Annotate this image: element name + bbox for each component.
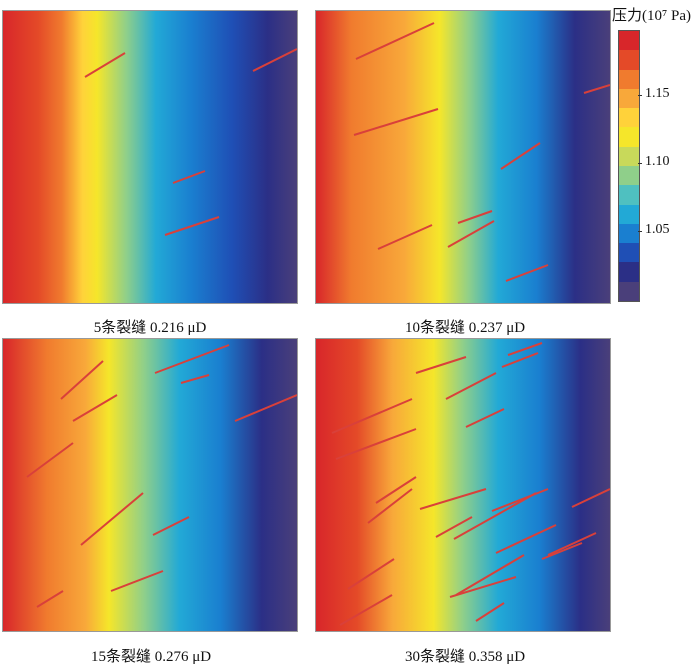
fractures-15 [26,344,297,608]
caption-30-fractures: 30条裂缝 0.358 μD [404,649,526,665]
colorbar-title: 压力(10⁷ Pa) [612,8,691,24]
panel-5-fractures [2,10,298,304]
colorbar-tick-2: 1.10 [645,154,670,169]
colorbar-tickmark-1 [638,95,642,96]
colorbar-band [619,127,639,148]
fractures-30 [331,342,610,626]
pressure-field-10 [316,11,610,303]
colorbar-band [619,50,639,71]
colorbar-tickmark-3 [638,231,642,232]
colorbar-band [619,166,639,186]
colorbar-band [619,69,639,90]
caption-15-fractures: 15条裂缝 0.276 μD [90,649,212,665]
colorbar-band [619,243,639,263]
colorbar-band [619,223,639,244]
colorbar-band [619,88,639,109]
colorbar-tickmark-2 [638,163,642,164]
fractures-5 [84,48,297,236]
pressure-field-30 [316,339,610,631]
colorbar-tick-1: 1.15 [645,86,670,101]
pressure-field-15 [3,339,297,631]
colorbar-band [619,281,639,302]
colorbar-band [619,185,639,206]
caption-5-fractures: 5条裂缝 0.216 μD [93,320,207,336]
colorbar-tick-3: 1.05 [645,222,670,237]
fractures-10 [353,22,610,282]
colorbar-band [619,146,639,167]
caption-10-fractures: 10条裂缝 0.237 μD [404,320,526,336]
panel-30-fractures [315,338,611,632]
panel-15-fractures [2,338,298,632]
panel-10-fractures [315,10,611,304]
colorbar-band [619,262,639,283]
pressure-field-5 [3,11,297,303]
colorbar-band [619,108,639,128]
colorbar [618,30,640,302]
colorbar-band [619,31,639,51]
colorbar-band [619,204,639,225]
